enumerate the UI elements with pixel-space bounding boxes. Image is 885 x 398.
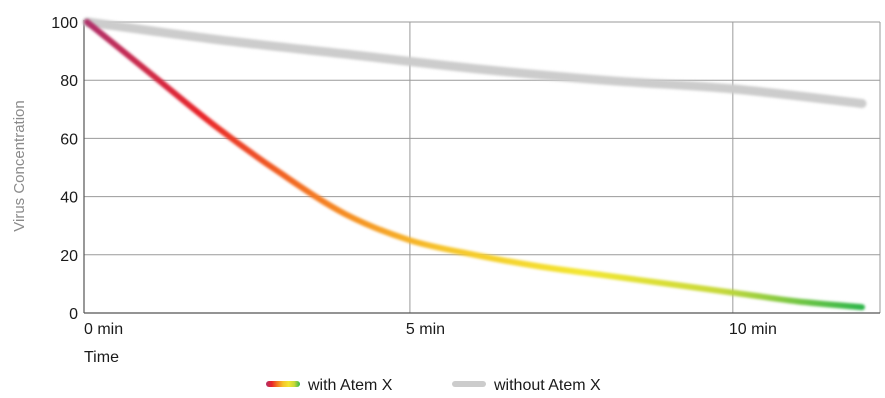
y-tick-label: 80 — [60, 73, 78, 90]
y-tick-label: 100 — [51, 15, 78, 32]
y-tick-label: 20 — [60, 248, 78, 265]
legend-label: with Atem X — [307, 377, 393, 394]
grid-lines — [84, 21, 881, 313]
x-tick-label: 10 min — [729, 321, 777, 338]
legend-swatch — [452, 381, 486, 387]
tick-labels: 0 20 40 60 80 100 0 min 5 min 10 min — [51, 15, 777, 338]
y-tick-label: 60 — [60, 131, 78, 148]
legend-swatch — [266, 381, 300, 387]
y-tick-label: 40 — [60, 190, 78, 207]
legend-label: without Atem X — [493, 377, 601, 394]
axes — [83, 20, 880, 314]
series-layer — [82, 17, 867, 311]
series-line-0 — [84, 19, 865, 311]
x-tick-label: 5 min — [406, 321, 445, 338]
x-tick-label: 0 min — [84, 321, 123, 338]
y-tick-label: 0 — [69, 306, 78, 323]
y-axis-title: Virus Concentration — [11, 100, 28, 231]
series-line-1 — [82, 17, 867, 108]
legend: with Atem X without Atem X — [266, 377, 601, 394]
x-axis-title: Time — [84, 349, 119, 366]
